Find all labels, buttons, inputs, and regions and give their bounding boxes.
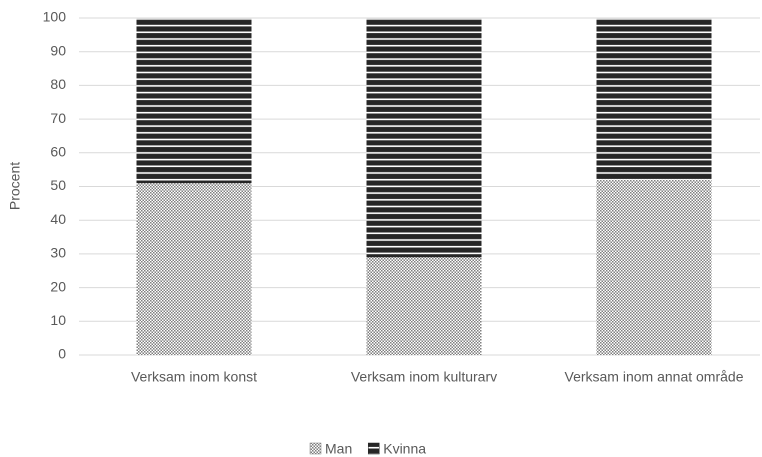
y-tick-label: 70 — [50, 110, 66, 126]
legend-label: Man — [325, 441, 352, 457]
bar-segment — [136, 18, 252, 184]
y-tick-label: 80 — [50, 76, 66, 92]
y-tick-label: 10 — [50, 312, 66, 328]
legend-label: Kvinna — [383, 441, 426, 457]
y-tick-label: 30 — [50, 245, 66, 261]
y-tick-label: 90 — [50, 42, 66, 58]
bar-segment — [136, 183, 252, 355]
y-tick-label: 40 — [50, 211, 66, 227]
y-tick-label: 0 — [58, 346, 66, 362]
y-axis-label: Procent — [7, 162, 23, 210]
bar-segment — [596, 179, 712, 355]
x-tick-label: Verksam inom konst — [131, 369, 257, 385]
bar-segment — [366, 257, 482, 355]
legend-swatch — [309, 442, 322, 455]
x-tick-label: Verksam inom annat område — [565, 369, 744, 385]
bar-segment — [596, 18, 712, 180]
legend-swatch — [367, 442, 380, 455]
y-tick-label: 50 — [50, 177, 66, 193]
y-tick-label: 20 — [50, 278, 66, 294]
y-tick-label: 100 — [43, 9, 67, 25]
x-tick-label: Verksam inom kulturarv — [351, 369, 497, 385]
bar-segment — [366, 18, 482, 258]
y-tick-label: 60 — [50, 144, 66, 160]
